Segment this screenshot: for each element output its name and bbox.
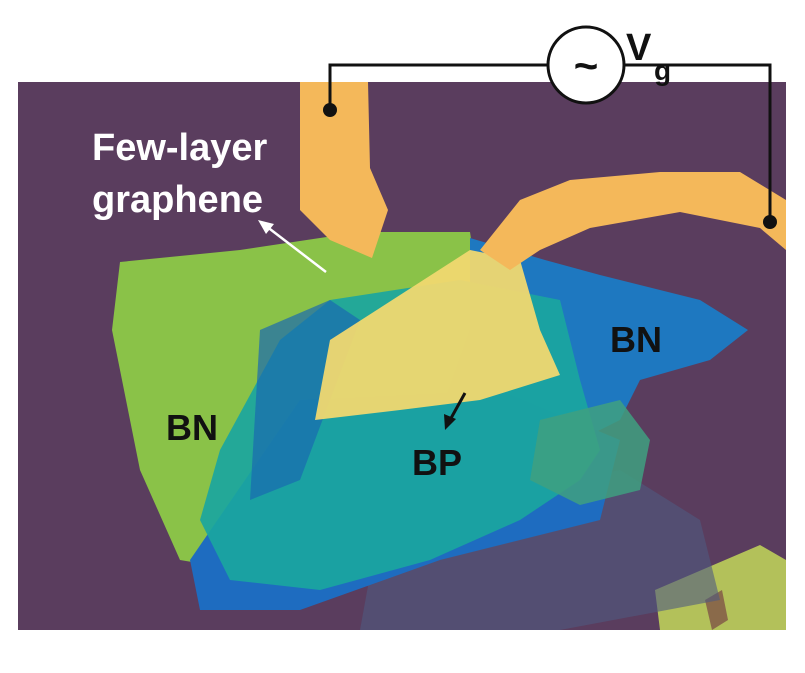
bn-right-label: BN bbox=[610, 319, 662, 360]
graphene-pointer-arrowhead bbox=[258, 220, 274, 234]
graphene-pointer-arrow bbox=[265, 225, 327, 273]
bp-label: BP bbox=[412, 442, 462, 483]
right-electrode bbox=[480, 172, 786, 270]
voltage-subscript: g bbox=[654, 55, 671, 86]
bp-pointer-arrow bbox=[448, 392, 467, 421]
graphene-overlap bbox=[315, 250, 560, 420]
few-layer-label-line2: graphene bbox=[92, 179, 263, 221]
flake-lower-right bbox=[655, 545, 786, 630]
contact-dot-left bbox=[323, 103, 337, 117]
bp-pointer-arrowhead bbox=[444, 414, 456, 430]
few-layer-label-line1: Few-layer bbox=[92, 127, 268, 169]
ac-source-symbol: ~ bbox=[574, 42, 599, 89]
voltage-label: V bbox=[626, 27, 652, 69]
left-electrode bbox=[300, 82, 388, 258]
circuit-wire-right bbox=[624, 63, 772, 222]
contact-dot-right bbox=[763, 215, 777, 229]
circuit-wire bbox=[328, 63, 548, 110]
ac-source-icon bbox=[546, 25, 626, 105]
bn-left-label: BN bbox=[166, 407, 218, 448]
green-patch-right bbox=[530, 400, 650, 505]
